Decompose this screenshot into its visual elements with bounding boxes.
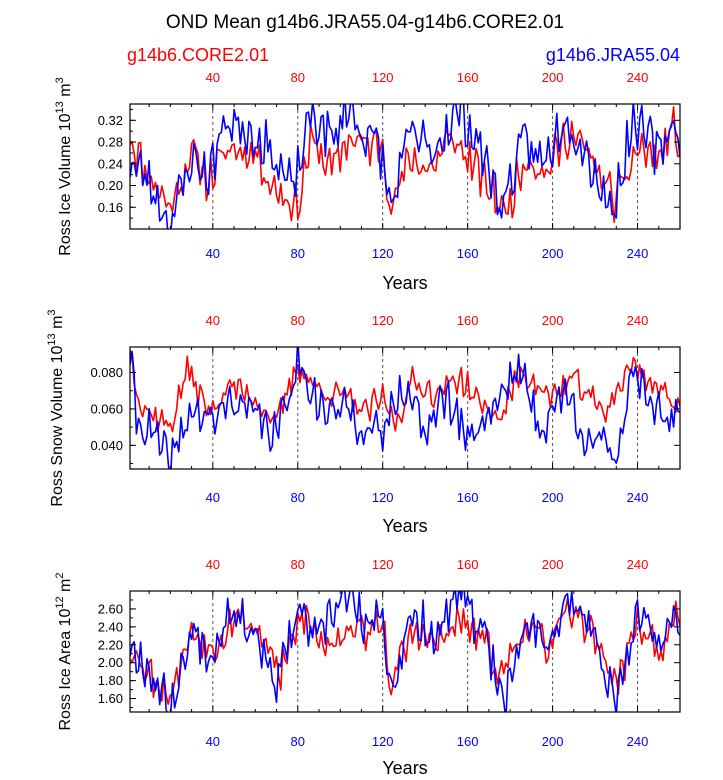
y-axis-title: Ross Ice Volume 1013 m3: [54, 77, 74, 255]
y-tick-label: 1.80: [98, 673, 123, 688]
y-tick-label: 2.40: [98, 619, 123, 634]
y-axis-title: Ross Ice Area 1012 m2: [54, 573, 74, 731]
x-tick-label-bottom: 40: [206, 734, 220, 749]
x-tick-label-bottom: 80: [291, 490, 305, 505]
x-tick-label-bottom: 160: [457, 734, 479, 749]
y-tick-label: 0.20: [98, 178, 123, 193]
series-jra-line: [130, 591, 680, 712]
x-tick-label-bottom: 240: [627, 490, 649, 505]
y-tick-label: 1.60: [98, 691, 123, 706]
x-tick-label-top: 200: [542, 313, 564, 328]
x-tick-label-top: 120: [372, 70, 394, 85]
plot-frame: [129, 590, 681, 713]
y-tick-label: 0.060: [90, 401, 123, 416]
y-tick-label: 0.040: [90, 438, 123, 453]
figure-title: OND Mean g14b6.JRA55.04-g14b6.CORE2.01: [166, 12, 564, 33]
x-tick-label-top: 80: [291, 70, 305, 85]
legend-jra: g14b6.JRA55.04: [546, 45, 680, 65]
panels: 0.16 0.20 0.24 0.28 0.32 40 40 80 80 120 120 160 160…: [46, 70, 681, 778]
y-tick-label: 0.24: [98, 156, 123, 171]
y-axis-title: Ross Snow Volume 1013 m3: [46, 309, 66, 506]
x-tick-label-bottom: 80: [291, 246, 305, 261]
x-tick-label-top: 240: [627, 557, 649, 572]
x-tick-label-bottom: 240: [627, 246, 649, 261]
panel-2: 0.040 0.060 0.080 40 40 80 80 120 120 160 160 200 20…: [46, 309, 681, 536]
x-tick-label-top: 120: [372, 557, 394, 572]
x-tick-label-top: 200: [542, 557, 564, 572]
y-tick-label: 2.60: [98, 601, 123, 616]
x-tick-label-top: 160: [457, 557, 479, 572]
x-tick-label-bottom: 240: [627, 734, 649, 749]
x-tick-label-top: 80: [291, 557, 305, 572]
x-axis-title: Years: [382, 516, 427, 536]
x-tick-label-bottom: 120: [372, 490, 394, 505]
x-tick-label-bottom: 200: [542, 734, 564, 749]
x-tick-label-top: 240: [627, 70, 649, 85]
panel-3: 1.60 1.80 2.00 2.20 2.40 2.60 40 40 80 80 120 120 16…: [54, 557, 681, 778]
x-axis-title: Years: [382, 273, 427, 293]
y-tick-label: 2.00: [98, 655, 123, 670]
x-tick-label-top: 160: [457, 313, 479, 328]
y-tick-label: 0.16: [98, 200, 123, 215]
x-tick-label-bottom: 120: [372, 246, 394, 261]
series-jra-line: [130, 104, 680, 229]
x-tick-label-top: 160: [457, 70, 479, 85]
x-tick-label-bottom: 200: [542, 246, 564, 261]
series-jra-line: [130, 347, 680, 469]
y-tick-label: 0.28: [98, 135, 123, 150]
y-tick-label: 0.080: [90, 365, 123, 380]
x-tick-label-bottom: 120: [372, 734, 394, 749]
x-tick-label-top: 120: [372, 313, 394, 328]
x-tick-label-bottom: 200: [542, 490, 564, 505]
y-tick-label: 0.32: [98, 113, 123, 128]
plot-frame: [129, 346, 681, 470]
x-axis-title: Years: [382, 758, 427, 775]
x-tick-label-bottom: 40: [206, 246, 220, 261]
x-tick-label-bottom: 160: [457, 246, 479, 261]
x-tick-label-bottom: 40: [206, 490, 220, 505]
x-tick-label-top: 200: [542, 70, 564, 85]
y-tick-label: 2.20: [98, 637, 123, 652]
plot-frame: [129, 103, 681, 230]
x-tick-label-top: 40: [206, 313, 220, 328]
x-tick-label-bottom: 80: [291, 734, 305, 749]
x-tick-label-top: 40: [206, 70, 220, 85]
x-tick-label-top: 80: [291, 313, 305, 328]
x-tick-label-top: 240: [627, 313, 649, 328]
legend-core: g14b6.CORE2.01: [127, 45, 269, 65]
x-tick-label-top: 40: [206, 557, 220, 572]
x-tick-label-bottom: 160: [457, 490, 479, 505]
panel-1: 0.16 0.20 0.24 0.28 0.32 40 40 80 80 120 120 160 160…: [54, 70, 681, 293]
